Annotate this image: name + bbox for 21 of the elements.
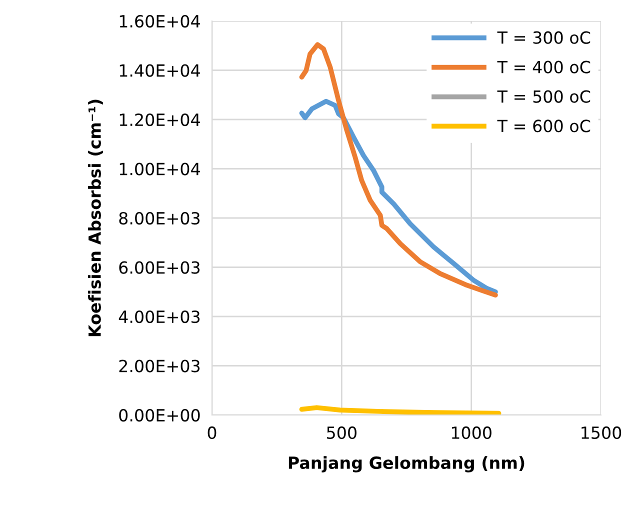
y-tick-label: 8.00E+03	[119, 212, 200, 225]
line-series	[299, 98, 498, 294]
x-tick-label: 0	[208, 426, 216, 440]
legend-label: T = 300 oC	[497, 31, 590, 44]
x-tick-label: 500	[327, 426, 356, 440]
y-tick-label: 4.00E+03	[118, 310, 200, 324]
x-tick-label: 1500	[582, 426, 622, 440]
y-tick-label: 0.00E+00	[119, 408, 200, 422]
y-axis-title: Koefisien Absorbsi (cm⁻¹)	[88, 100, 103, 336]
x-axis-title: Panjang Gelombang (nm)	[288, 456, 524, 472]
x-tick-label: 1000	[452, 426, 492, 440]
y-tick-label: 1.00E+04	[120, 162, 200, 176]
y-tick-label: 1.60E+04	[120, 14, 200, 28]
line-series	[299, 42, 498, 298]
y-tick-label: 1.40E+04	[120, 64, 200, 77]
y-tick-label: 6.00E+03	[119, 261, 200, 274]
y-tick-label: 2.00E+03	[119, 360, 200, 372]
legend-label: T = 500 oC	[497, 90, 590, 103]
legend-label: T = 400 oC	[497, 60, 590, 74]
y-tick-label: 1.20E+04	[120, 113, 200, 126]
legend-label: T = 600 oC	[497, 120, 590, 132]
